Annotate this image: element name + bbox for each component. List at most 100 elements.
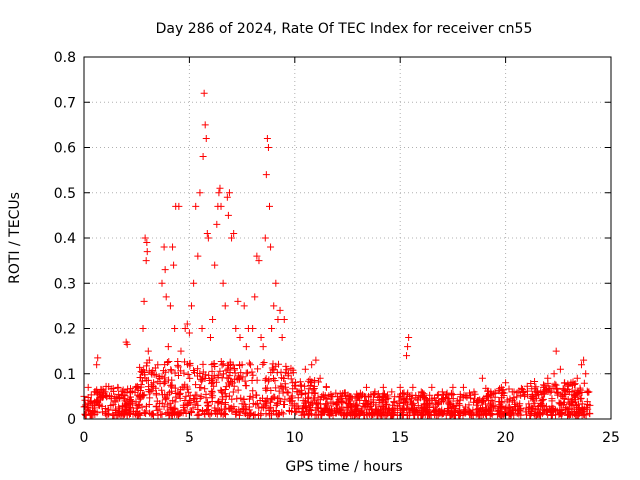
noise-marker — [274, 395, 282, 403]
noise-marker — [181, 406, 189, 414]
noise-marker — [343, 404, 351, 412]
noise-marker — [422, 396, 430, 404]
noise-marker — [565, 410, 573, 418]
noise-marker — [450, 408, 458, 416]
noise-marker — [449, 395, 457, 403]
noise-marker — [154, 377, 162, 385]
noise-marker — [383, 393, 391, 401]
noise-marker — [255, 404, 263, 412]
noise-marker — [441, 394, 449, 402]
noise-marker — [145, 367, 153, 375]
noise-marker — [282, 362, 290, 370]
noise-marker — [389, 401, 397, 409]
noise-marker — [249, 400, 257, 408]
data-point — [249, 325, 257, 332]
data-point — [478, 374, 486, 382]
noise-marker — [482, 410, 490, 418]
noise-marker — [453, 397, 461, 405]
noise-marker — [110, 411, 118, 419]
noise-marker — [184, 385, 192, 393]
y-tick-label: 0.7 — [54, 95, 76, 111]
noise-marker — [578, 400, 586, 408]
noise-marker — [447, 389, 455, 397]
noise-marker — [536, 409, 544, 417]
data-point — [404, 343, 412, 351]
data-point — [322, 383, 330, 391]
noise-marker — [424, 403, 432, 411]
noise-marker — [137, 393, 145, 401]
noise-marker — [136, 387, 144, 395]
noise-marker — [523, 382, 531, 390]
noise-marker — [510, 407, 518, 415]
data-point — [177, 347, 185, 355]
noise-marker — [142, 402, 150, 410]
noise-marker — [532, 383, 540, 391]
noise-marker — [146, 388, 154, 396]
noise-marker — [217, 386, 225, 394]
noise-marker — [275, 360, 283, 368]
noise-marker — [251, 410, 259, 418]
noise-marker — [519, 388, 527, 396]
data-point — [101, 388, 109, 396]
data-point — [257, 334, 265, 342]
data-point — [154, 361, 162, 369]
data-point — [312, 356, 320, 364]
data-point — [586, 401, 594, 409]
noise-marker — [222, 393, 230, 401]
noise-marker — [182, 392, 190, 400]
y-tick-label: 0.1 — [54, 367, 76, 383]
noise-marker — [258, 403, 266, 411]
data-point — [573, 374, 581, 382]
data-point — [550, 370, 558, 378]
noise-marker — [329, 400, 337, 408]
noise-marker — [434, 390, 442, 398]
noise-marker — [294, 394, 302, 402]
noise-marker — [560, 398, 568, 406]
noise-marker — [455, 406, 463, 414]
data-point — [201, 121, 209, 129]
data-point — [270, 302, 278, 310]
noise-marker — [311, 376, 319, 384]
data-point — [162, 293, 170, 301]
noise-marker — [222, 367, 230, 375]
data-point — [274, 315, 282, 323]
data-point — [409, 383, 417, 391]
data-point — [497, 383, 505, 391]
noise-marker — [133, 382, 141, 390]
data-point — [209, 315, 217, 323]
noise-marker — [107, 385, 115, 393]
data-point — [199, 153, 207, 161]
noise-marker — [218, 361, 226, 369]
noise-marker — [423, 407, 431, 415]
noise-marker — [484, 396, 492, 404]
noise-marker — [530, 402, 538, 410]
noise-marker — [248, 376, 256, 384]
data-point — [150, 379, 158, 387]
data-point — [580, 356, 588, 364]
noise-marker — [327, 391, 335, 399]
noise-marker — [481, 400, 489, 408]
noise-marker — [183, 400, 191, 408]
noise-marker — [489, 398, 497, 406]
noise-marker — [171, 384, 179, 392]
noise-marker — [121, 395, 129, 403]
data-point — [278, 334, 286, 342]
noise-marker — [186, 374, 194, 382]
data-point — [133, 383, 141, 391]
data-point — [190, 279, 198, 287]
data-point — [143, 248, 151, 256]
noise-marker — [491, 402, 499, 410]
noise-marker — [352, 406, 360, 414]
noise-marker — [226, 358, 234, 366]
noise-marker — [141, 374, 149, 382]
data-point — [114, 383, 122, 391]
data-point — [396, 383, 404, 391]
noise-marker — [493, 411, 501, 419]
noise-marker — [351, 402, 359, 410]
data-point — [289, 379, 297, 387]
noise-marker — [138, 403, 146, 411]
noise-marker — [158, 386, 166, 394]
y-tick-label: 0.2 — [54, 322, 76, 338]
noise-marker — [380, 404, 388, 412]
noise-marker — [462, 392, 470, 400]
